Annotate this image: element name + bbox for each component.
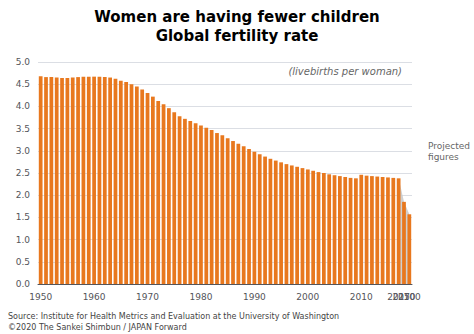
svg-text:(livebirths per woman): (livebirths per woman) <box>288 66 402 77</box>
svg-text:0.0: 0.0 <box>16 279 31 289</box>
svg-text:0.5: 0.5 <box>16 257 30 267</box>
svg-text:©2020 The Sankei Shimbun / JAP: ©2020 The Sankei Shimbun / JAPAN Forward <box>8 323 187 332</box>
svg-text:1990: 1990 <box>243 292 266 302</box>
svg-text:3.0: 3.0 <box>16 146 31 156</box>
svg-text:2000: 2000 <box>296 292 319 302</box>
svg-text:5.0: 5.0 <box>16 57 31 67</box>
svg-text:2010: 2010 <box>350 292 373 302</box>
svg-text:Source: Institute for Health M: Source: Institute for Health Metrics and… <box>8 312 339 321</box>
svg-text:Projected: Projected <box>428 141 470 151</box>
svg-text:Global fertility rate: Global fertility rate <box>156 27 319 45</box>
svg-text:4.0: 4.0 <box>16 101 31 111</box>
svg-text:1950: 1950 <box>29 292 52 302</box>
svg-text:1.5: 1.5 <box>16 212 30 222</box>
svg-text:3.5: 3.5 <box>16 124 30 134</box>
svg-text:1970: 1970 <box>136 292 159 302</box>
svg-text:2.5: 2.5 <box>16 168 30 178</box>
svg-text:2.0: 2.0 <box>16 190 31 200</box>
svg-text:1960: 1960 <box>83 292 106 302</box>
svg-text:2100: 2100 <box>398 292 421 302</box>
svg-text:Women are having fewer childre: Women are having fewer children <box>94 8 379 26</box>
svg-text:figures: figures <box>428 152 459 162</box>
svg-text:4.5: 4.5 <box>16 79 30 89</box>
svg-text:1.0: 1.0 <box>16 235 31 245</box>
svg-text:1980: 1980 <box>190 292 213 302</box>
